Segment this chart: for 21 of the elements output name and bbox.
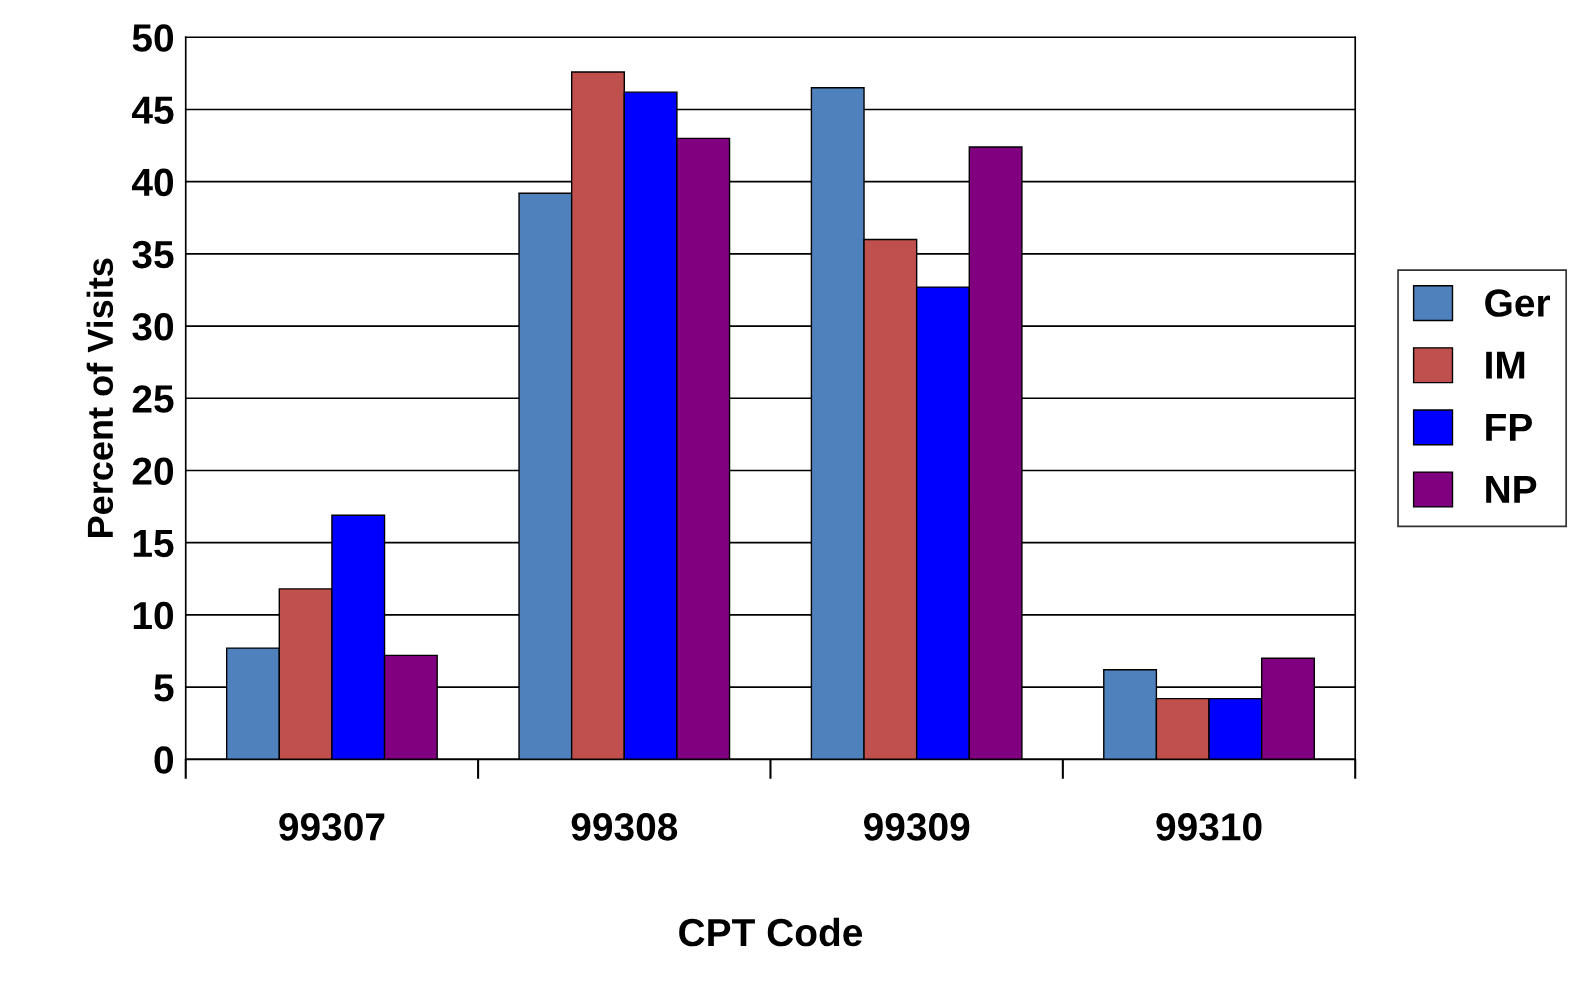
y-tick-label: 0 (154, 746, 174, 774)
y-tick-label: 40 (131, 168, 174, 197)
y-tick-label: 15 (133, 530, 174, 558)
x-tick-label: 99308 (571, 813, 678, 841)
legend-label: FP (1486, 413, 1532, 441)
x-tick-label: 99307 (279, 813, 385, 841)
y-tick-label: 50 (132, 24, 174, 52)
y-tick-label: 25 (132, 385, 174, 413)
x-axis-title: CPT Code (679, 917, 863, 947)
x-tick-label: 99310 (1156, 813, 1262, 841)
y-tick-label: 45 (131, 96, 174, 124)
y-tick-label: 30 (132, 313, 174, 341)
y-tick-label: 20 (132, 457, 174, 485)
x-tick-label: 99309 (863, 813, 970, 841)
y-tick-label: 10 (133, 601, 174, 630)
legend-label: NP (1486, 476, 1537, 503)
legend-label: IM (1486, 351, 1525, 379)
y-tick-label: 35 (132, 240, 174, 269)
y-axis-title: Percent of Visits (86, 258, 114, 538)
legend-label: Ger (1485, 289, 1551, 317)
y-tick-label: 5 (154, 674, 174, 702)
